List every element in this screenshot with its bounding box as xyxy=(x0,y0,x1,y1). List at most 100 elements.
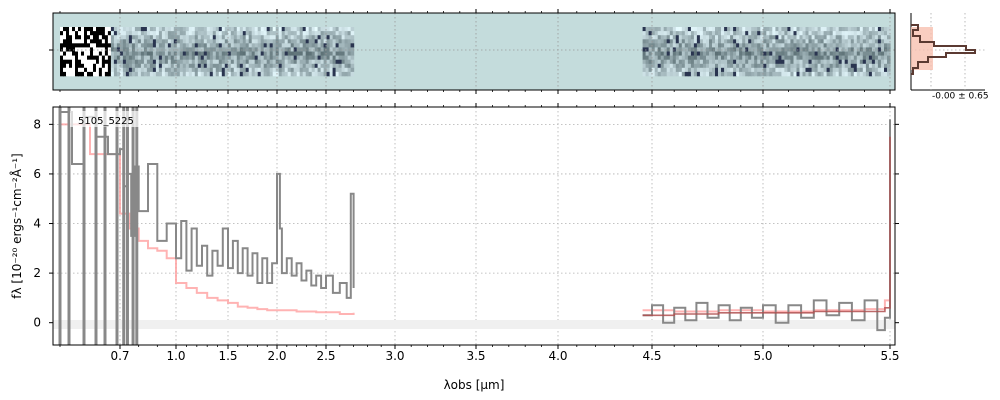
y-tick-label: 0 xyxy=(33,316,41,330)
heatmap-cell xyxy=(179,39,184,44)
heatmap-cell xyxy=(212,55,217,60)
heatmap-cell xyxy=(326,63,331,69)
heatmap-cell xyxy=(317,59,322,65)
heatmap-cell xyxy=(880,43,885,48)
heatmap-cell xyxy=(110,39,115,44)
heatmap-cell xyxy=(110,47,115,52)
heatmap-cell xyxy=(817,59,822,65)
heatmap-cell xyxy=(850,59,855,65)
heatmap-cell xyxy=(248,63,253,69)
heatmap-cell xyxy=(718,67,722,73)
heatmap-cell xyxy=(290,71,295,77)
heatmap-cell xyxy=(308,43,313,48)
heatmap-cell xyxy=(787,43,791,48)
heatmap-cell xyxy=(672,67,677,73)
heatmap-cell xyxy=(182,67,187,73)
heatmap-cell xyxy=(269,31,274,36)
heatmap-cell xyxy=(320,71,325,77)
heatmap-cell xyxy=(119,67,124,73)
heatmap-cell xyxy=(203,43,208,48)
heatmap-cell xyxy=(754,31,758,36)
heatmap-cell xyxy=(805,39,810,44)
heatmap-cell xyxy=(338,67,343,73)
x-axis-label: λobs [μm] xyxy=(444,378,505,392)
heatmap-cell xyxy=(709,47,713,52)
heatmap-cell xyxy=(648,71,653,77)
heatmap-cell xyxy=(233,55,238,60)
heatmap-cell xyxy=(678,47,683,52)
heatmap-cell xyxy=(149,67,154,73)
heatmap-cell xyxy=(149,55,154,60)
heatmap-cell xyxy=(696,39,701,44)
heatmap-cell xyxy=(63,71,67,77)
heatmap-cell xyxy=(820,55,825,60)
heatmap-cell xyxy=(751,43,755,48)
heatmap-cell xyxy=(72,43,76,48)
heatmap-cell xyxy=(278,39,283,44)
heatmap-cell xyxy=(140,31,145,36)
heatmap-cell xyxy=(693,55,698,60)
heatmap-cell xyxy=(681,67,686,73)
heatmap-cell xyxy=(203,27,208,32)
heatmap-cell xyxy=(693,39,698,44)
heatmap-cell xyxy=(314,31,319,36)
heatmap-cell xyxy=(678,67,683,73)
heatmap-cell xyxy=(158,43,163,48)
heatmap-cell xyxy=(823,51,828,56)
heatmap-cell xyxy=(757,71,761,77)
heatmap-cell xyxy=(96,35,100,40)
heatmap-cell xyxy=(739,35,743,40)
heatmap-cell xyxy=(654,47,659,52)
heatmap-cell xyxy=(305,55,310,60)
y-tick-label: 4 xyxy=(33,217,41,231)
heatmap-cell xyxy=(260,51,265,56)
heatmap-cell xyxy=(60,35,64,40)
heatmap-cell xyxy=(158,39,163,44)
heatmap-cell xyxy=(110,71,115,77)
heatmap-cell xyxy=(642,43,647,48)
heatmap-cell xyxy=(239,35,244,40)
heatmap-cell xyxy=(239,39,244,44)
heatmap-cell xyxy=(128,59,133,65)
heatmap-cell xyxy=(179,67,184,73)
heatmap-cell xyxy=(221,55,226,60)
heatmap-cell xyxy=(736,31,740,36)
heatmap-cell xyxy=(254,39,259,44)
heatmap-cell xyxy=(116,55,121,60)
heatmap-cell xyxy=(125,59,130,65)
heatmap-cell xyxy=(657,47,662,52)
heatmap-cell xyxy=(176,35,181,40)
heatmap-cell xyxy=(329,47,334,52)
heatmap-cell xyxy=(841,55,846,60)
heatmap-cell xyxy=(654,39,659,44)
heatmap-cell xyxy=(161,27,166,32)
x-tick-label: 4.0 xyxy=(548,349,567,363)
heatmap-cell xyxy=(320,31,325,36)
series-layer xyxy=(58,107,891,345)
heatmap-cell xyxy=(742,71,746,77)
heatmap-cell xyxy=(712,71,716,77)
heatmap-cell xyxy=(678,35,683,40)
heatmap-cell xyxy=(317,67,322,73)
heatmap-cell xyxy=(757,55,761,60)
heatmap-cell xyxy=(230,43,235,48)
heatmap-cell xyxy=(263,51,268,56)
heatmap-cell xyxy=(137,63,142,69)
heatmap-cell xyxy=(128,35,133,40)
heatmap-cell xyxy=(251,63,256,69)
heatmap-cell xyxy=(856,35,861,40)
heatmap-cell xyxy=(176,31,181,36)
heatmap-cell xyxy=(66,47,70,52)
heatmap-cell xyxy=(194,55,199,60)
heatmap-cell xyxy=(829,67,834,73)
heatmap-cell xyxy=(227,39,232,44)
heatmap-cell xyxy=(702,47,707,52)
heatmap-cell xyxy=(209,43,214,48)
heatmap-cell xyxy=(766,51,770,56)
heatmap-cell xyxy=(684,43,689,48)
heatmap-cell xyxy=(143,63,148,69)
heatmap-cell xyxy=(113,67,118,73)
heatmap-cell xyxy=(69,71,73,77)
heatmap-cell xyxy=(224,55,229,60)
